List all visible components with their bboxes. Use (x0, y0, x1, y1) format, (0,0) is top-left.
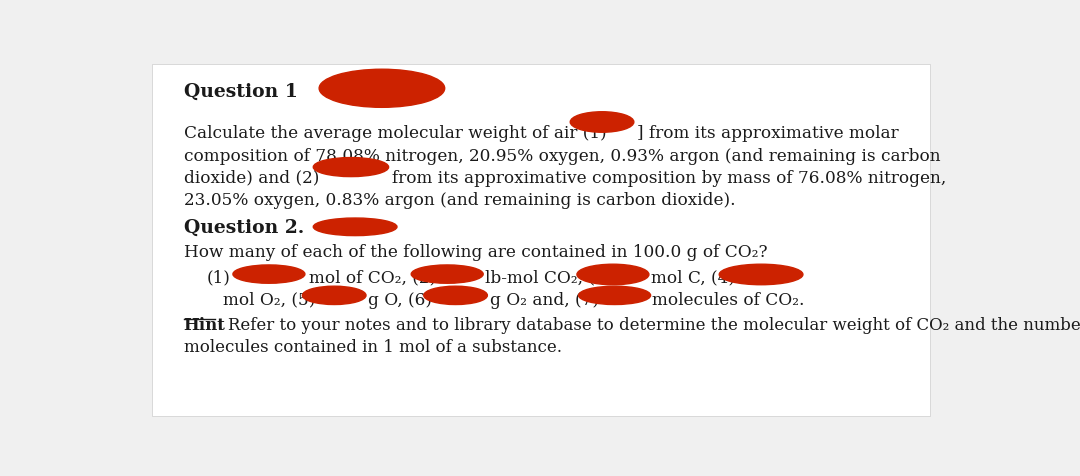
Ellipse shape (719, 264, 802, 285)
Text: : Refer to your notes and to library database to determine the molecular weight : : Refer to your notes and to library dat… (217, 317, 1080, 334)
Ellipse shape (302, 286, 366, 305)
Text: mol O₂, (5): mol O₂, (5) (222, 292, 315, 309)
Text: Question 2.: Question 2. (184, 219, 303, 237)
Text: from its approximative composition by mass of 76.08% nitrogen,: from its approximative composition by ma… (392, 169, 946, 187)
Text: Hint: Hint (184, 317, 226, 334)
Text: molecules contained in 1 mol of a substance.: molecules contained in 1 mol of a substa… (184, 339, 562, 357)
Text: 23.05% oxygen, 0.83% argon (and remaining is carbon dioxide).: 23.05% oxygen, 0.83% argon (and remainin… (184, 192, 735, 208)
Text: g O₂ and, (7): g O₂ and, (7) (490, 292, 599, 309)
Text: Calculate the average molecular weight of air (1): Calculate the average molecular weight o… (184, 125, 606, 142)
Text: How many of each of the following are contained in 100.0 g of CO₂?: How many of each of the following are co… (184, 244, 767, 261)
Text: molecules of CO₂.: molecules of CO₂. (652, 292, 805, 309)
FancyBboxPatch shape (151, 64, 930, 416)
Ellipse shape (579, 286, 650, 305)
Ellipse shape (570, 112, 634, 132)
Text: (1): (1) (206, 270, 230, 287)
Ellipse shape (320, 69, 445, 107)
Ellipse shape (233, 265, 305, 283)
Text: composition of 78.08% nitrogen, 20.95% oxygen, 0.93% argon (and remaining is car: composition of 78.08% nitrogen, 20.95% o… (184, 148, 941, 165)
Text: mol C, (4): mol C, (4) (650, 270, 734, 287)
Ellipse shape (411, 265, 483, 283)
Text: ] from its approximative molar: ] from its approximative molar (637, 125, 899, 142)
Ellipse shape (313, 158, 389, 177)
Text: Question 1: Question 1 (184, 83, 297, 101)
Text: g O, (6): g O, (6) (367, 292, 432, 309)
Text: lb-mol CO₂, (3: lb-mol CO₂, (3 (485, 270, 606, 287)
Ellipse shape (577, 264, 649, 285)
Ellipse shape (423, 286, 487, 305)
Ellipse shape (313, 218, 397, 236)
Text: mol of CO₂, (2): mol of CO₂, (2) (309, 270, 436, 287)
Text: dioxide) and (2): dioxide) and (2) (184, 169, 319, 187)
